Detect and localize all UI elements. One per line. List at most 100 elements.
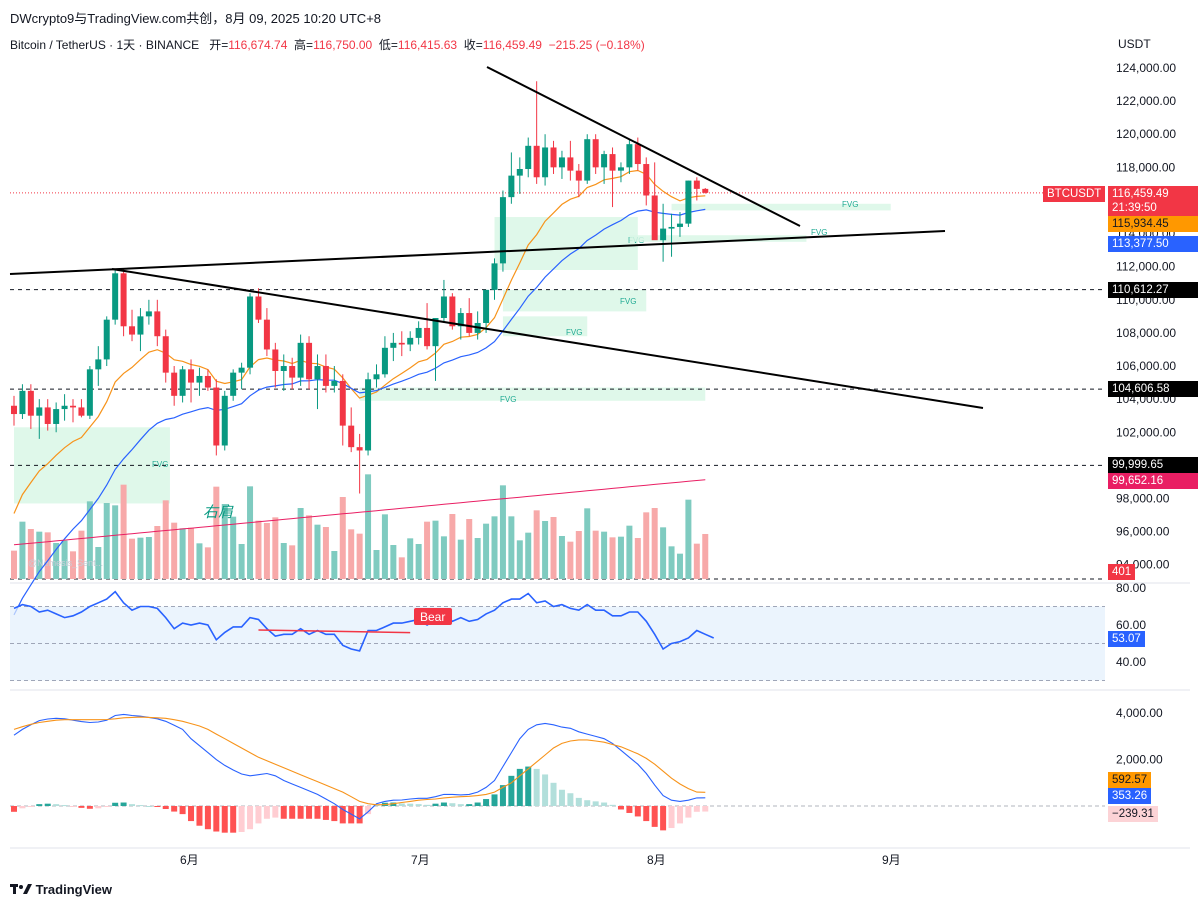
- volume-bar: [263, 523, 270, 579]
- volume-bar: [289, 545, 296, 579]
- macd-histogram-bar: [660, 806, 667, 831]
- volume-bar: [19, 521, 26, 579]
- volume-bar: [643, 512, 650, 579]
- macd-histogram-bar: [424, 804, 431, 806]
- macd-histogram-bar: [626, 806, 633, 813]
- volume-bar: [584, 508, 591, 579]
- macd-histogram-bar: [145, 806, 152, 807]
- open-value: 116,674.74: [228, 38, 288, 52]
- candle-body: [103, 319, 110, 360]
- volume-bar: [685, 499, 692, 579]
- macd-histogram-bar: [499, 785, 506, 806]
- macd-histogram-bar: [280, 806, 287, 819]
- macd-histogram-bar: [702, 806, 709, 812]
- candle-body: [339, 380, 346, 426]
- candle-body: [289, 366, 296, 378]
- volume-bar: [103, 503, 110, 579]
- bear-tag-box: [414, 608, 452, 625]
- macd-histogram-bar: [491, 794, 498, 806]
- macd-histogram-bar: [289, 806, 296, 819]
- candle-body: [11, 405, 17, 415]
- macd-histogram-bar: [137, 805, 144, 807]
- macd-histogram-bar: [19, 806, 26, 809]
- watermark-text: @Nemesis_Sent...: [28, 558, 103, 568]
- symbol-name: Bitcoin / TetherUS · 1天 · BINANCE: [10, 38, 200, 52]
- candle-body: [145, 311, 152, 317]
- macd-histogram-bar: [558, 789, 565, 806]
- macd-histogram-bar: [584, 800, 591, 806]
- macd-histogram-bar: [95, 806, 102, 809]
- volume-bar: [567, 541, 574, 579]
- candle-body: [466, 313, 473, 333]
- volume-bar: [440, 536, 447, 579]
- fvg-label: FVG: [842, 200, 858, 209]
- rsi-tag: 53.07: [1108, 631, 1145, 647]
- candle-body: [314, 366, 321, 380]
- volume-bar: [601, 531, 608, 579]
- candle-body: [263, 319, 270, 350]
- macd-histogram-bar: [567, 793, 574, 806]
- price-axis-tick-label: 120,000.00: [1116, 127, 1176, 141]
- bear-divergence-line: [258, 629, 411, 634]
- volume-bar: [129, 538, 136, 579]
- volume-bar: [112, 505, 119, 579]
- candle-body: [567, 157, 574, 171]
- macd-histogram-bar: [70, 806, 77, 807]
- macd-histogram-bar: [27, 806, 34, 807]
- volume-bar: [660, 527, 667, 579]
- macd-histogram-bar: [314, 806, 321, 819]
- macd-histogram-bar: [601, 802, 608, 806]
- volume-bar: [272, 517, 279, 579]
- price-axis-tick-label: 106,000.00: [1116, 359, 1176, 373]
- high-value: 116,750.00: [313, 38, 373, 52]
- volume-bar: [432, 520, 439, 579]
- candle-body: [129, 326, 136, 335]
- macd-histogram-bar: [112, 802, 119, 806]
- volume-bar: [693, 543, 700, 579]
- macd-signal-tag: 592.57: [1108, 772, 1152, 788]
- volume-bar: [348, 529, 355, 579]
- volume-bar: [331, 551, 338, 579]
- rsi-line: [13, 590, 715, 652]
- volume-bar: [154, 526, 161, 579]
- macd-hist-tag: −239.31: [1108, 806, 1158, 822]
- volume-bar: [407, 538, 414, 579]
- candle-body: [348, 425, 355, 448]
- ema-slow-line: [13, 208, 706, 616]
- macd-histogram-bar: [508, 775, 515, 806]
- volume-bar: [365, 474, 372, 579]
- volume-bar: [95, 547, 102, 579]
- rsi-axis-tick-label: 60.00: [1116, 618, 1146, 632]
- macd-histogram-bar: [693, 806, 700, 812]
- volume-bar: [306, 515, 313, 579]
- candle-body: [575, 170, 582, 181]
- candle-body: [27, 390, 34, 416]
- candle-body: [230, 372, 237, 396]
- candle-body: [660, 228, 667, 241]
- fvg-label: FVG: [811, 228, 827, 237]
- candle-body: [44, 407, 51, 424]
- fvg-zone: [502, 316, 588, 337]
- macd-histogram-bar: [78, 806, 85, 808]
- candle-body: [676, 223, 683, 227]
- volume-bar: [466, 519, 473, 579]
- volume-bar: [196, 543, 203, 579]
- macd-histogram-bar: [44, 803, 51, 806]
- volume-bar: [617, 536, 624, 579]
- countdown-tag: 21:39:50: [1108, 200, 1198, 216]
- macd-histogram-bar: [129, 804, 136, 806]
- macd-histogram-bar: [466, 804, 473, 806]
- candle-body: [221, 395, 228, 446]
- macd-histogram-bar: [36, 804, 43, 806]
- volume-bar: [668, 546, 675, 579]
- volume-bar: [11, 550, 17, 579]
- macd-histogram-bar: [516, 768, 523, 806]
- macd-histogram-bar: [11, 806, 17, 812]
- volume-bar: [550, 517, 557, 579]
- price-axis-tick-label: 98,000.00: [1116, 491, 1170, 505]
- macd-histogram-bar: [474, 802, 481, 806]
- tradingview-logo[interactable]: TradingView: [10, 882, 112, 897]
- macd-line: [13, 713, 706, 820]
- fvg-label: FVG: [500, 395, 516, 404]
